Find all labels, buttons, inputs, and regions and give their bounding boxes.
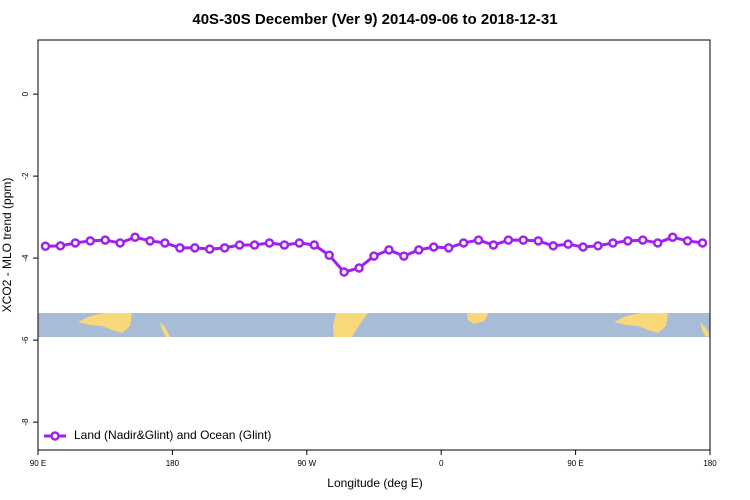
data-point [682,236,693,246]
x-tick-label: 0 [439,459,444,468]
data-point [667,232,678,242]
data-point [443,243,454,253]
data-point [294,238,305,248]
data-point [608,238,618,248]
data-point [145,236,155,246]
data-point [697,238,708,248]
data-point [503,235,514,245]
x-tick-label: 90 E [30,459,46,468]
data-point [309,240,320,250]
data-point [578,242,588,252]
data-point [473,235,484,245]
data-point [563,239,573,249]
y-tick-label: 0 [21,91,30,96]
y-axis-label: XCO2 - MLO trend (ppm) [0,178,14,313]
data-point [623,236,633,246]
data-point [85,236,96,246]
chart-title: 40S-30S December (Ver 9) 2014-09-06 to 2… [192,11,557,28]
data-point [204,244,215,254]
data-point [384,245,394,255]
data-point [219,243,230,253]
data-point [488,240,499,250]
data-point [115,238,125,248]
data-point [458,238,469,248]
plot-frame [37,39,711,451]
data-point [593,241,603,251]
y-tick-label: -2 [21,172,30,180]
data-point [548,241,558,251]
data-point [324,250,334,260]
data-point [234,240,245,250]
x-tick-label: 180 [703,459,717,468]
y-tick-label: -6 [21,336,30,344]
legend-marker [50,431,60,441]
data-point [249,240,260,250]
legend-label: Land (Nadir&Glint) and Ocean (Glint) [74,428,271,442]
data-point [175,243,185,253]
data-point [414,245,424,255]
data-point [428,242,439,252]
data-point [399,251,409,261]
data-point [190,243,200,253]
data-point [130,232,140,242]
map-strip [38,313,710,337]
x-tick-label: 90 W [297,459,316,468]
data-point [339,267,349,277]
data-point [518,235,529,245]
data-point [279,240,290,250]
data-point [369,251,379,261]
data-point [70,238,81,248]
data-point [100,235,110,245]
data-point [638,235,648,245]
y-tick-label: -8 [21,418,30,426]
y-tick-label: -4 [21,254,30,262]
data-point [354,263,364,273]
data-point [55,241,66,251]
x-tick-label: 90 E [567,459,583,468]
x-tick-label: 180 [166,459,180,468]
x-axis-label: Longitude (deg E) [327,476,422,490]
data-point [40,241,51,251]
data-point [533,236,544,246]
data-point [160,238,170,248]
data-point [264,238,275,248]
data-point [652,238,663,248]
